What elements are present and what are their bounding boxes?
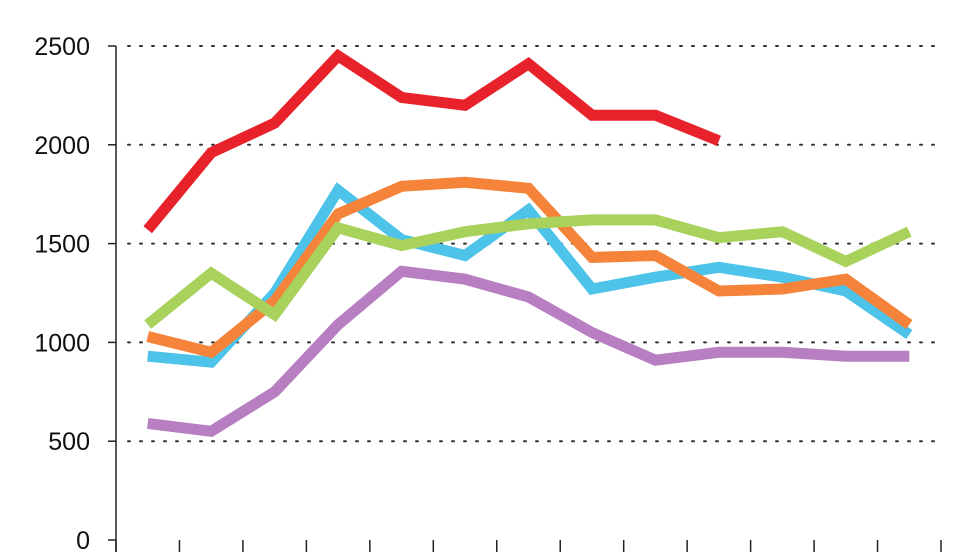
- series-line-red: [143, 48, 721, 234]
- y-axis-labels: 0 500 1000 1500 2000 2500: [34, 33, 90, 552]
- y-tick-label: 1500: [34, 231, 90, 259]
- series-line-green: [144, 214, 912, 329]
- series-line-purple: [147, 265, 910, 437]
- series-line-blue: [147, 182, 913, 368]
- y-tick-label: 2000: [34, 132, 90, 160]
- series-line-orange: [146, 176, 913, 359]
- y-tick-label: 1000: [34, 329, 90, 357]
- y-tick-label: 2500: [34, 33, 90, 61]
- series-lines: [143, 48, 913, 437]
- axes: [108, 45, 942, 552]
- y-tick-label: 0: [76, 527, 90, 552]
- y-tick-label: 500: [48, 428, 90, 456]
